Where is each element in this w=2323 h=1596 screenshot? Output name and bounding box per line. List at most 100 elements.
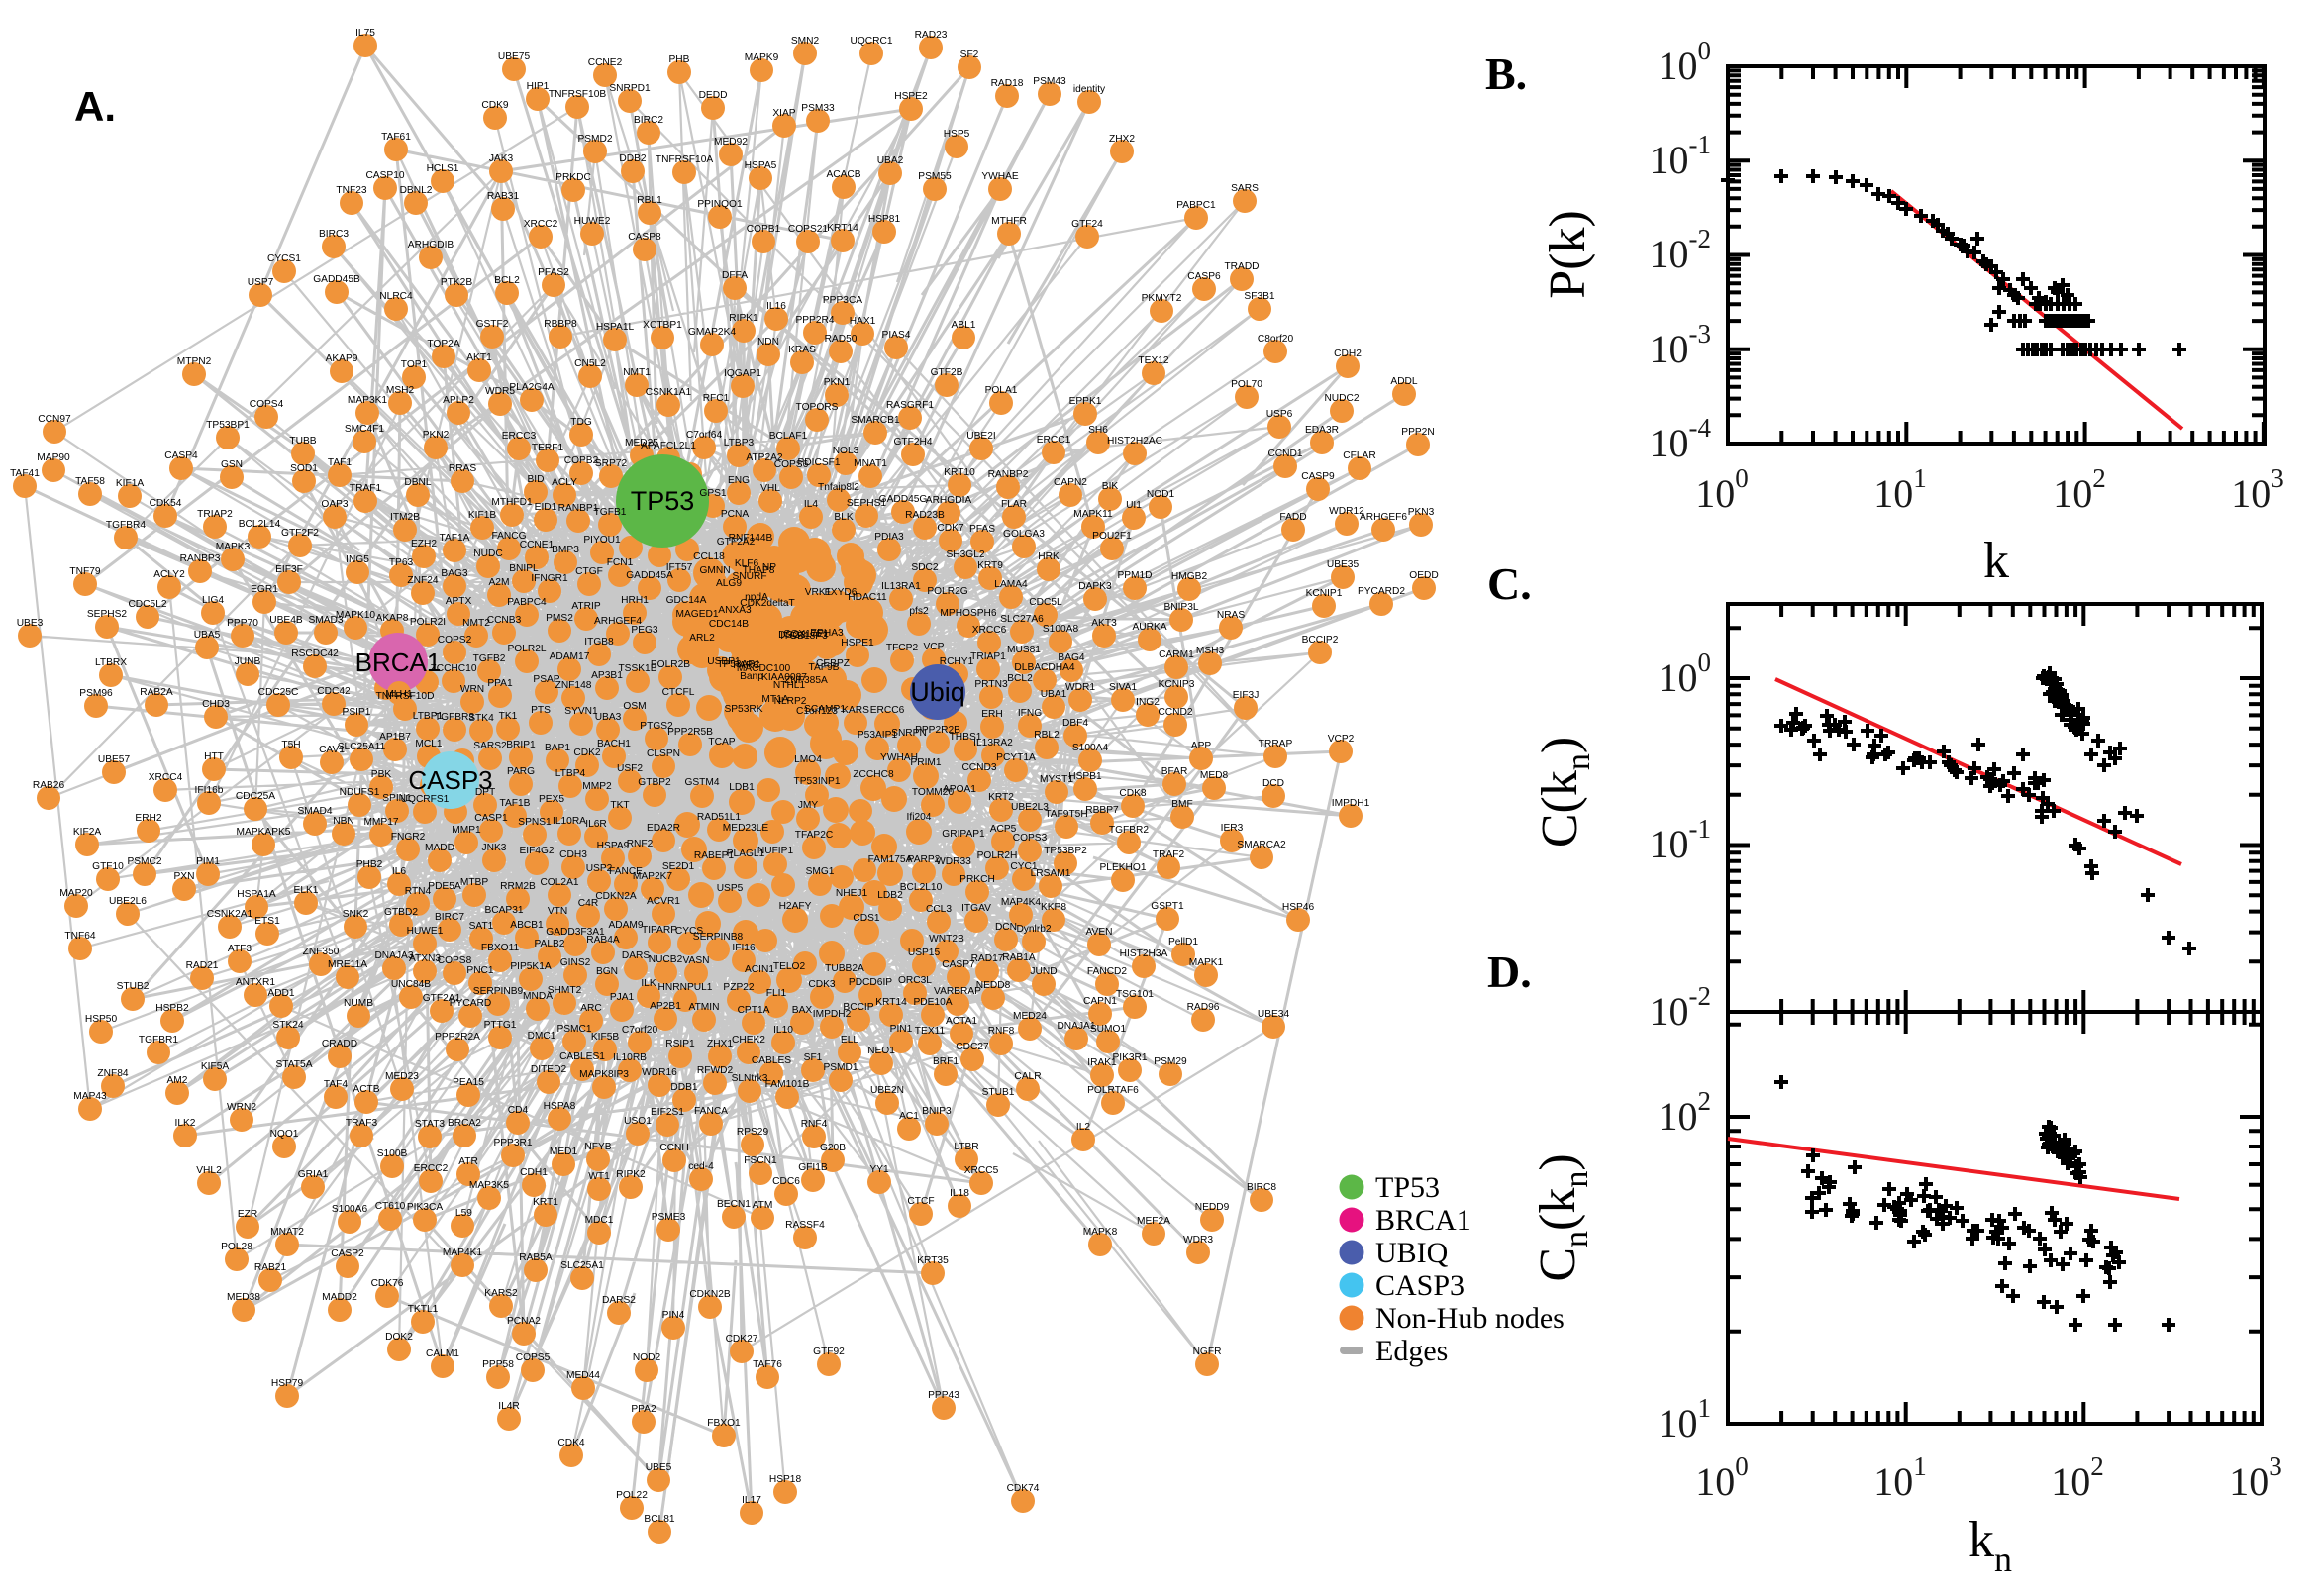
svg-text:TAF1: TAF1 <box>328 457 352 468</box>
svg-text:RAD50: RAD50 <box>825 334 858 345</box>
svg-text:LTBR: LTBR <box>954 1142 978 1152</box>
svg-text:APP: APP <box>1191 741 1212 751</box>
svg-text:NFYB: NFYB <box>584 1142 611 1152</box>
svg-text:C.: C. <box>1487 558 1532 609</box>
svg-text:PARP2: PARP2 <box>908 854 941 865</box>
svg-text:SLC27A6: SLC27A6 <box>1000 614 1044 625</box>
svg-text:CLSPN: CLSPN <box>647 748 680 759</box>
svg-text:KIAA0087: KIAA0087 <box>761 672 807 683</box>
svg-text:BAG4: BAG4 <box>1058 652 1085 663</box>
svg-text:SH6: SH6 <box>1088 425 1108 436</box>
svg-text:NOL3: NOL3 <box>833 446 859 456</box>
svg-text:POU2F1: POU2F1 <box>1092 531 1132 542</box>
svg-text:MNDA: MNDA <box>523 991 553 1002</box>
svg-text:102: 102 <box>2051 1451 2104 1504</box>
svg-text:RAB5A: RAB5A <box>519 1252 553 1263</box>
svg-text:WDR1: WDR1 <box>1065 682 1095 693</box>
svg-text:TKTL1: TKTL1 <box>408 1304 439 1315</box>
svg-text:GTF92: GTF92 <box>813 1347 845 1357</box>
svg-text:ERH: ERH <box>981 709 1003 720</box>
svg-text:CDH1: CDH1 <box>520 1167 548 1178</box>
svg-text:ZNF350: ZNF350 <box>303 947 340 957</box>
svg-text:IL10: IL10 <box>773 1025 793 1036</box>
svg-text:FLAR: FLAR <box>1001 499 1027 510</box>
svg-text:IFI16b: IFI16b <box>195 785 224 796</box>
svg-text:SPNS1: SPNS1 <box>518 817 552 828</box>
svg-text:IL16: IL16 <box>766 301 786 312</box>
svg-text:ATXN3: ATXN3 <box>409 953 441 964</box>
svg-text:PPP2N: PPP2N <box>1401 427 1434 438</box>
svg-text:CSNK2A1: CSNK2A1 <box>207 909 253 920</box>
svg-text:C7orf64: C7orf64 <box>686 430 723 441</box>
svg-text:NUFIP1: NUFIP1 <box>758 846 794 856</box>
svg-text:10-2: 10-2 <box>1650 981 1712 1034</box>
svg-text:SIVA1: SIVA1 <box>1109 682 1137 693</box>
svg-text:SERPINB9: SERPINB9 <box>473 986 524 997</box>
svg-text:10-1: 10-1 <box>1650 130 1712 182</box>
svg-text:ATP2A2: ATP2A2 <box>746 452 783 463</box>
svg-text:PRKDC: PRKDC <box>556 172 591 183</box>
svg-text:DLBACDHA4: DLBACDHA4 <box>1014 662 1074 673</box>
svg-text:DDB2: DDB2 <box>619 153 647 164</box>
svg-text:RBBP8: RBBP8 <box>544 319 577 330</box>
svg-text:HSPE2: HSPE2 <box>894 91 928 102</box>
svg-text:CTCF: CTCF <box>907 1196 934 1207</box>
svg-text:S100A6: S100A6 <box>332 1204 368 1215</box>
svg-text:NOD1: NOD1 <box>1147 489 1175 500</box>
svg-text:PYCARD: PYCARD <box>450 998 491 1009</box>
svg-text:HSPA8: HSPA8 <box>544 1101 576 1112</box>
svg-text:GINS2: GINS2 <box>560 957 591 968</box>
svg-text:PCYT1A: PCYT1A <box>996 752 1036 763</box>
svg-text:DEDD: DEDD <box>699 90 728 101</box>
svg-text:HSPB1: HSPB1 <box>1068 771 1102 782</box>
svg-text:RAB2A: RAB2A <box>140 687 173 698</box>
svg-text:ACLY2: ACLY2 <box>153 569 185 580</box>
svg-text:IL18: IL18 <box>950 1188 969 1199</box>
svg-text:GFI1B: GFI1B <box>798 1162 828 1173</box>
svg-text:STK24: STK24 <box>272 1020 303 1031</box>
svg-text:BIRC7: BIRC7 <box>435 912 464 923</box>
svg-text:DSG3: DSG3 <box>778 630 806 641</box>
svg-text:PEX5: PEX5 <box>539 794 564 805</box>
svg-text:SNK2: SNK2 <box>343 909 369 920</box>
svg-text:FCN1: FCN1 <box>607 557 634 568</box>
svg-text:LDB1: LDB1 <box>729 782 755 793</box>
svg-text:COPB1: COPB1 <box>747 224 781 235</box>
svg-text:PALB2: PALB2 <box>535 939 565 949</box>
svg-text:POL22: POL22 <box>616 1490 648 1501</box>
svg-text:PellD1: PellD1 <box>1168 937 1198 948</box>
svg-text:CDC5L2: CDC5L2 <box>128 599 166 610</box>
svg-text:RAB21: RAB21 <box>254 1262 287 1273</box>
svg-text:RNF4: RNF4 <box>801 1119 828 1130</box>
svg-text:CDK76: CDK76 <box>371 1278 404 1289</box>
svg-text:TUBB: TUBB <box>289 436 316 447</box>
svg-text:TGFBR3: TGFBR3 <box>435 712 475 723</box>
svg-text:KRAS: KRAS <box>788 345 816 355</box>
svg-text:GTF24: GTF24 <box>1071 219 1103 230</box>
svg-text:CDS1: CDS1 <box>853 913 880 924</box>
svg-text:HSP18: HSP18 <box>769 1474 802 1485</box>
svg-text:npdA: npdA <box>745 592 768 603</box>
svg-text:JNK3: JNK3 <box>482 843 507 853</box>
svg-text:HSPB2: HSPB2 <box>155 1003 189 1014</box>
svg-text:WDR5: WDR5 <box>485 386 515 397</box>
svg-text:PIAS4: PIAS4 <box>882 330 911 341</box>
svg-text:HSP81: HSP81 <box>868 214 901 225</box>
svg-text:PPP2R2A: PPP2R2A <box>435 1032 480 1043</box>
svg-text:BID: BID <box>528 474 545 485</box>
svg-text:APAFCL2L1: APAFCL2L1 <box>641 441 696 451</box>
svg-text:PKN2: PKN2 <box>423 430 450 441</box>
svg-text:T5H: T5H <box>281 740 300 750</box>
svg-text:ATF3: ATF3 <box>228 944 252 954</box>
svg-text:CASP9: CASP9 <box>1301 471 1335 482</box>
svg-text:CDKN2B: CDKN2B <box>689 1289 731 1300</box>
svg-text:A.: A. <box>74 83 116 130</box>
svg-text:VASN: VASN <box>683 955 710 966</box>
svg-text:RBL1: RBL1 <box>637 195 662 206</box>
svg-text:BRCA1: BRCA1 <box>1375 1204 1471 1237</box>
svg-text:BCL2L14: BCL2L14 <box>239 519 281 530</box>
svg-text:CDK54: CDK54 <box>150 498 182 509</box>
svg-text:NTHL1: NTHL1 <box>773 680 806 691</box>
svg-text:CD4: CD4 <box>508 1105 529 1116</box>
svg-text:AP2B1: AP2B1 <box>650 1001 681 1012</box>
